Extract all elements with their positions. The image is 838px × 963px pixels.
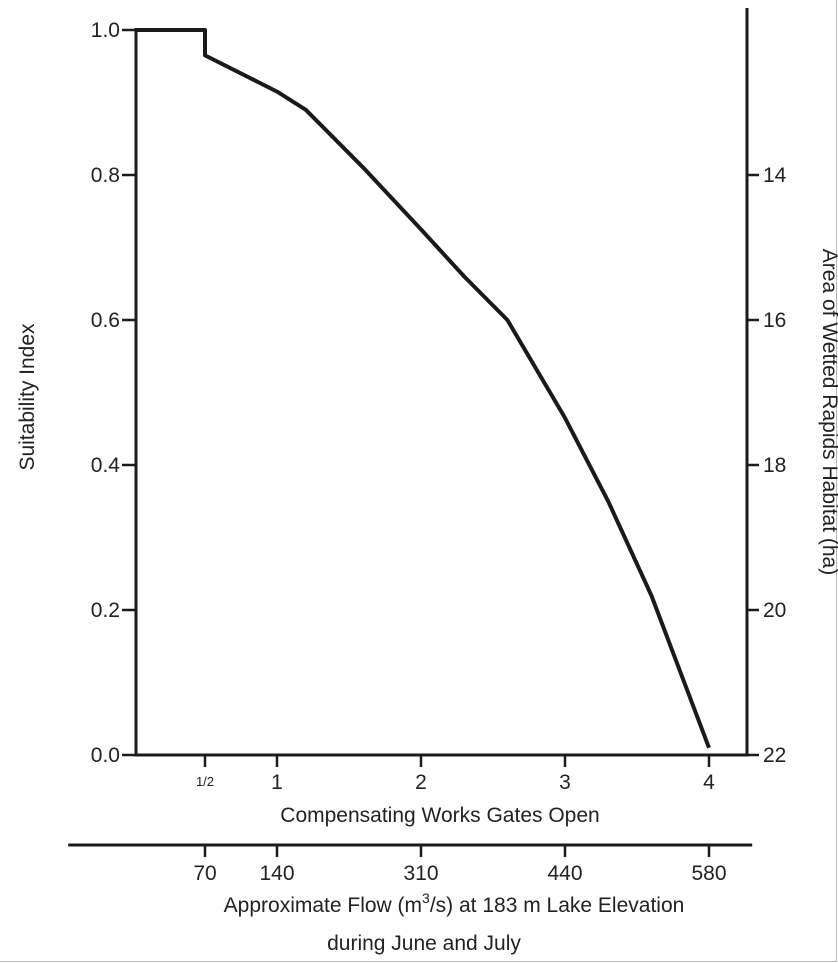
y-tick-label: 0.4 — [91, 454, 121, 477]
y-tick-label: 0.8 — [91, 164, 120, 187]
x2-tick-label: 310 — [403, 862, 438, 885]
x-tick-label: 2 — [415, 771, 427, 794]
y-tick-label: 0.0 — [91, 744, 120, 767]
x-tick-label: 3 — [559, 771, 571, 794]
y2-tick-label: 20 — [763, 599, 786, 622]
y2-tick-label: 14 — [763, 164, 787, 187]
x2-axis-title: Approximate Flow (m3/s) at 183 m Lake El… — [224, 890, 685, 917]
x-ticks-group: 1/2 1 2 3 4 — [196, 755, 715, 794]
y-tick-label: 1.0 — [91, 19, 120, 42]
y2-tick-label: 18 — [763, 454, 786, 477]
y2-tick-label: 22 — [763, 744, 786, 767]
x-tick-label: 1/2 — [196, 774, 214, 789]
x-tick-label: 1 — [271, 771, 283, 794]
y2-axis-title: Area of Wetted Rapids Habitat (ha) — [818, 249, 838, 575]
x2-tick-label: 70 — [193, 862, 216, 885]
x2-title-part-2: /s) at 183 m Lake Elevation — [430, 894, 684, 917]
y-tick-label: 0.2 — [91, 599, 120, 622]
x2-ticks-group: 70 140 310 440 580 — [193, 845, 727, 885]
y-axis-title: Suitability Index — [16, 323, 39, 471]
y-ticks-group: 0.0 0.2 0.4 0.6 0.8 1.0 — [91, 19, 136, 767]
x2-axis-title-line-2: during June and July — [327, 932, 521, 955]
x2-tick-label: 140 — [259, 862, 294, 885]
y2-ticks-group: 14 16 18 20 22 — [747, 164, 787, 767]
x2-title-part-1: Approximate Flow (m — [224, 894, 422, 917]
y-tick-label: 0.6 — [91, 309, 120, 332]
x2-title-superscript: 3 — [422, 890, 430, 906]
x-axis-title: Compensating Works Gates Open — [280, 804, 599, 827]
axes-group — [68, 8, 753, 847]
series-line — [135, 28, 711, 749]
x2-tick-label: 440 — [547, 862, 582, 885]
x2-tick-label: 580 — [691, 862, 726, 885]
x-tick-label: 4 — [703, 771, 715, 794]
y2-tick-label: 16 — [763, 309, 786, 332]
